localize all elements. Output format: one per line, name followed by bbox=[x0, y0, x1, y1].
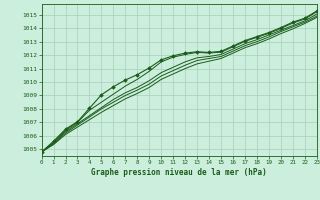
X-axis label: Graphe pression niveau de la mer (hPa): Graphe pression niveau de la mer (hPa) bbox=[91, 168, 267, 177]
